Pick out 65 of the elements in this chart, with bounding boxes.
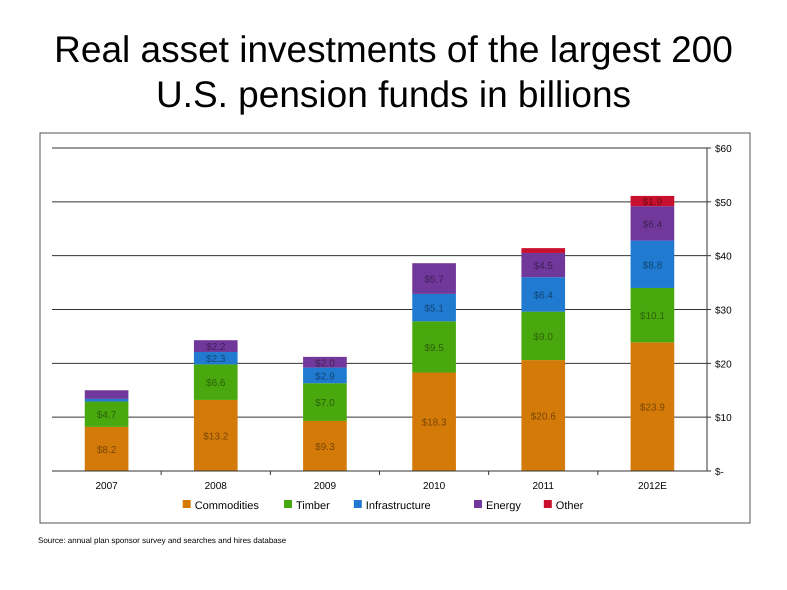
y-tick-label: $60 [715,144,732,155]
data-label: $7.0 [315,398,336,410]
data-label: $1.9 [642,197,663,208]
source-note: Source: annual plan sponsor survey and searches and hires database [38,536,287,545]
data-label: $6.6 [206,378,226,390]
data-label: $9.5 [424,342,444,354]
legend-label: Commodities [194,500,260,512]
chart-title: Real asset investments of the largest 200 U.S. pension funds in billions [54,29,733,115]
y-tick-label: $20 [715,359,732,370]
bar [84,398,128,402]
data-label: $4.5 [534,261,554,272]
bar [194,364,238,400]
data-label: $9.0 [534,332,554,343]
bar [630,342,674,471]
bar [84,390,128,399]
bar [521,252,566,278]
x-tick-label: 2010 [422,481,446,492]
y-tick-label: $40 [715,252,732,263]
data-label: $10.1 [640,311,666,322]
data-label: $6.4 [534,290,554,302]
y-tick-label: $50 [715,198,732,209]
x-tick-label: 2011 [532,481,554,492]
data-label: $18.3 [422,418,448,429]
bar [303,383,347,421]
bar [412,294,456,322]
bar [521,312,566,360]
x-tick-label: 2009 [314,481,336,492]
bar [630,240,674,288]
data-label: $2.0 [315,358,336,370]
bar [630,288,674,342]
bar [194,400,238,471]
data-label: $2.9 [315,371,336,382]
x-tick-label: 2012E [638,481,668,492]
y-tick-label: $10 [715,413,732,424]
bar [412,372,456,471]
x-tick-label: 2008 [204,481,228,492]
y-tick-label: $- [715,467,724,478]
y-tick-label: $30 [715,306,732,316]
data-label: $13.2 [203,431,229,442]
data-label: $8.8 [642,260,663,272]
data-label: $6.4 [642,219,663,230]
data-label: $4.7 [96,410,117,422]
data-label: $2.2 [206,342,226,354]
bar [84,426,128,471]
bar [630,206,674,241]
data-label: $2.3 [206,354,226,366]
data-label: $9.3 [315,442,336,453]
data-label: $20.6 [530,412,556,423]
bar [521,248,566,253]
legend-label: Other [556,500,584,512]
bar [303,368,347,384]
bar [521,360,566,471]
bar [84,402,128,427]
data-label: $5.1 [424,304,444,315]
data-label: $5.7 [424,274,444,286]
data-label: $8.2 [96,444,117,456]
legend-label: Timber [296,500,330,512]
bar [303,420,347,471]
bar [412,263,456,294]
legend-label: Infrastructure [366,500,431,512]
bar [521,277,566,312]
bar [412,321,456,372]
data-label: $23.9 [640,402,666,414]
x-tick-label: 2007 [95,481,118,492]
legend-label: Energy [486,500,522,512]
